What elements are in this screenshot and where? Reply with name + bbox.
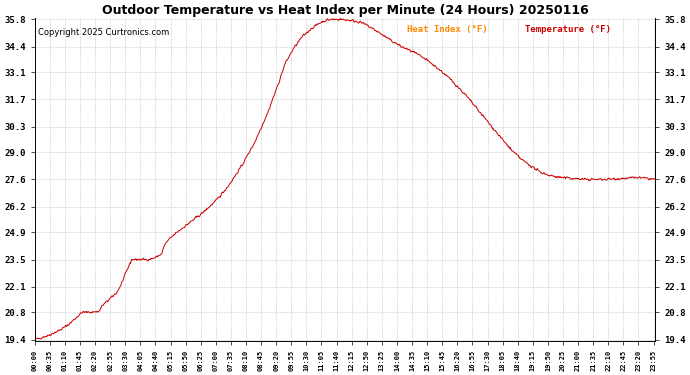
Text: Temperature (°F): Temperature (°F) bbox=[525, 25, 611, 34]
Text: Heat Index (°F): Heat Index (°F) bbox=[407, 25, 488, 34]
Title: Outdoor Temperature vs Heat Index per Minute (24 Hours) 20250116: Outdoor Temperature vs Heat Index per Mi… bbox=[101, 4, 589, 17]
Text: Copyright 2025 Curtronics.com: Copyright 2025 Curtronics.com bbox=[38, 28, 169, 37]
